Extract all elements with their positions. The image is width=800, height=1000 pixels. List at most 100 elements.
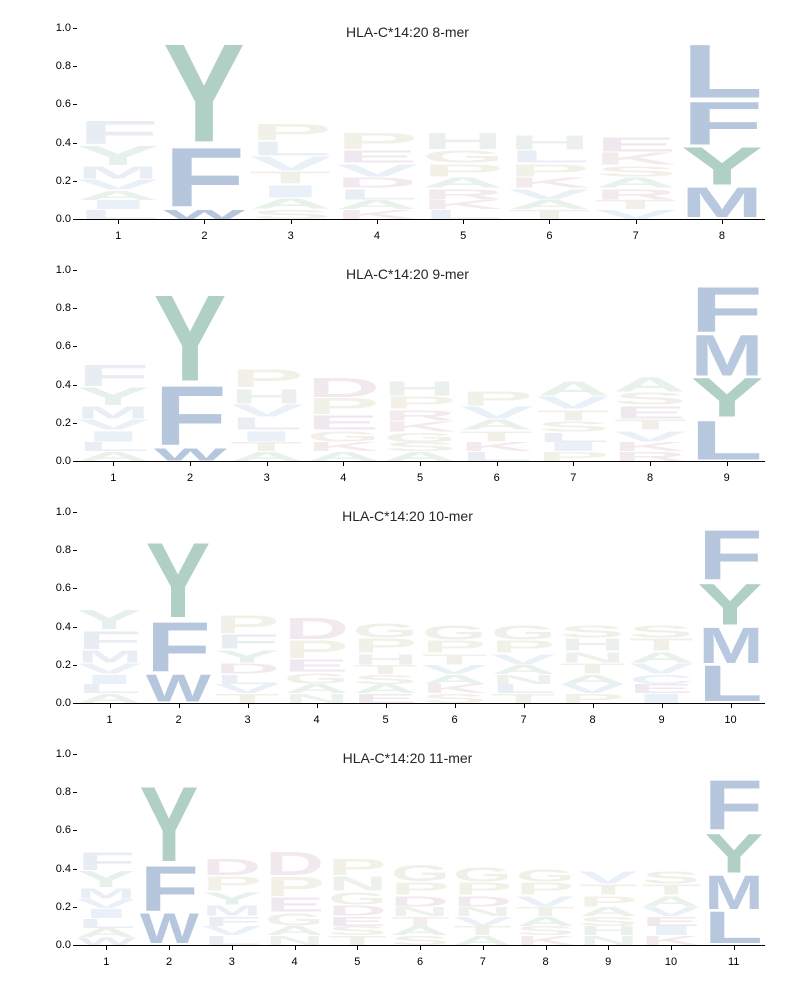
logo-column: HGPARKL [420,28,506,219]
logo-letter: T [491,693,556,703]
panel-title: HLA-C*14:20 9-mer [346,266,469,282]
logo-column: FYML [702,754,765,945]
y-tick-label: 0.2 [45,659,71,671]
logo-column: PFYDLVT [213,512,282,703]
x-axis: 1234567891011 [75,956,765,968]
logo-panel: HLA-C*14:20 10-mer0.00.20.40.60.81.0YFMV… [50,504,765,734]
logo-letter: E [353,693,418,703]
logo-letter: T [328,935,387,945]
logo-column: FYMVILA [75,270,152,461]
logo-letter: W [146,674,211,703]
logo-column: GPVANLT [489,512,558,703]
x-tick-label: 6 [389,956,452,968]
logo-column: EKSARTV [593,28,679,219]
y-tick-label: 0.0 [45,455,71,467]
y-tick-label: 1.0 [45,264,71,276]
logo-letter: K [642,935,701,945]
x-tick-label: 9 [688,472,765,484]
logo-columns: YFMVILAYFWPFYDLVTDPEGANGPHTSAEGPTVAKSGPV… [75,512,765,703]
x-tick-label: 1 [75,714,144,726]
logo-letter: A [230,451,303,461]
logo-letter: L [422,209,504,219]
logo-column: PEVDLAK [334,28,420,219]
y-tick-label: 0.2 [45,417,71,429]
logo-column: DPEGAN [282,512,351,703]
logo-column: ASETVKR [612,270,689,461]
logo-column: PHVLITA [228,270,305,461]
logo-columns: FYMVILAYFWPHVLITADPEGKAHPRKGSAPVATKLAVTS… [75,270,765,461]
x-tick-label: 3 [248,230,334,242]
x-tick-label: 7 [593,230,679,242]
logo-column: GPTVAKS [420,512,489,703]
x-tick-label: 3 [228,472,305,484]
logo-letter: L [704,911,763,945]
logo-letter: A [384,451,457,461]
logo-letter: L [202,935,261,945]
x-tick-label: 5 [351,714,420,726]
logo-letter: N [265,935,324,945]
x-tick-label: 9 [577,956,640,968]
y-tick-label: 0.4 [45,863,71,875]
x-tick-label: 11 [702,956,765,968]
logo-letter: F [163,146,245,209]
logo-columns: FYMVAILYFWPLVTIASPEVDLAKHGPARKLHLPKVATEK… [75,28,765,219]
logo-column: GPDNTAS [389,754,452,945]
plot-area: 0.00.20.40.60.81.0FYMVAILYFWPLVTIASPEVDL… [75,28,765,220]
y-tick-label: 0.0 [45,213,71,225]
x-tick-label: 1 [75,472,152,484]
logo-letter: W [140,913,199,945]
logo-letter: L [698,665,763,703]
y-tick-label: 0.8 [45,786,71,798]
y-tick-label: 0.2 [45,901,71,913]
panel-title: HLA-C*14:20 10-mer [342,508,473,524]
x-tick-label: 8 [612,472,689,484]
logo-letter: K [516,935,575,945]
y-tick-label: 0.2 [45,175,71,187]
x-tick-label: 5 [382,472,459,484]
logo-column: VTPASHN [577,754,640,945]
logo-column: SHNTAVP [558,512,627,703]
panel-title: HLA-C*14:20 8-mer [346,24,469,40]
logo-column: STAVCEI [627,512,696,703]
x-tick-label: 4 [334,230,420,242]
logo-column: GPVTASK [514,754,577,945]
logo-letter: A [77,693,142,703]
logo-column: YFW [138,754,201,945]
x-tick-label: 5 [326,956,389,968]
y-tick-label: 0.8 [45,544,71,556]
logo-column: DPYMFVL [200,754,263,945]
y-tick-label: 0.8 [45,60,71,72]
x-axis: 12345678910 [75,714,765,726]
logo-letter: W [77,937,136,945]
plot-area: 0.00.20.40.60.81.0YFMVILAYFWPFYDLVTDPEGA… [75,512,765,704]
logo-letter: F [154,385,227,448]
logo-letter: W [154,448,227,461]
y-tick-label: 0.4 [45,137,71,149]
logo-letter: A [307,451,380,461]
logo-letter: A [77,451,150,461]
logo-letter: R [614,451,687,461]
x-tick-label: 5 [420,230,506,242]
logo-column: YFW [152,270,229,461]
x-axis: 12345678 [75,230,765,242]
logo-column: HPRKGSA [382,270,459,461]
x-tick-label: 8 [679,230,765,242]
logo-column: GPDNVTA [451,754,514,945]
logo-letter: L [460,451,533,461]
logo-columns: FYMVILAWYFWDPYMFVLDPEGANPNGDESTGPDNTASGP… [75,754,765,945]
y-tick-label: 0.6 [45,582,71,594]
y-tick-label: 1.0 [45,748,71,760]
y-tick-label: 0.0 [45,939,71,951]
logo-column: DPEGAN [263,754,326,945]
logo-column: PVATKL [458,270,535,461]
x-tick-label: 4 [305,472,382,484]
y-tick-label: 1.0 [45,22,71,34]
x-axis: 123456789 [75,472,765,484]
x-tick-label: 3 [213,714,282,726]
logo-letter: L [690,419,763,461]
logo-letter: V [595,209,677,219]
logo-letter: L [77,209,159,219]
x-tick-label: 7 [489,714,558,726]
y-tick-label: 1.0 [45,506,71,518]
x-tick-label: 4 [263,956,326,968]
